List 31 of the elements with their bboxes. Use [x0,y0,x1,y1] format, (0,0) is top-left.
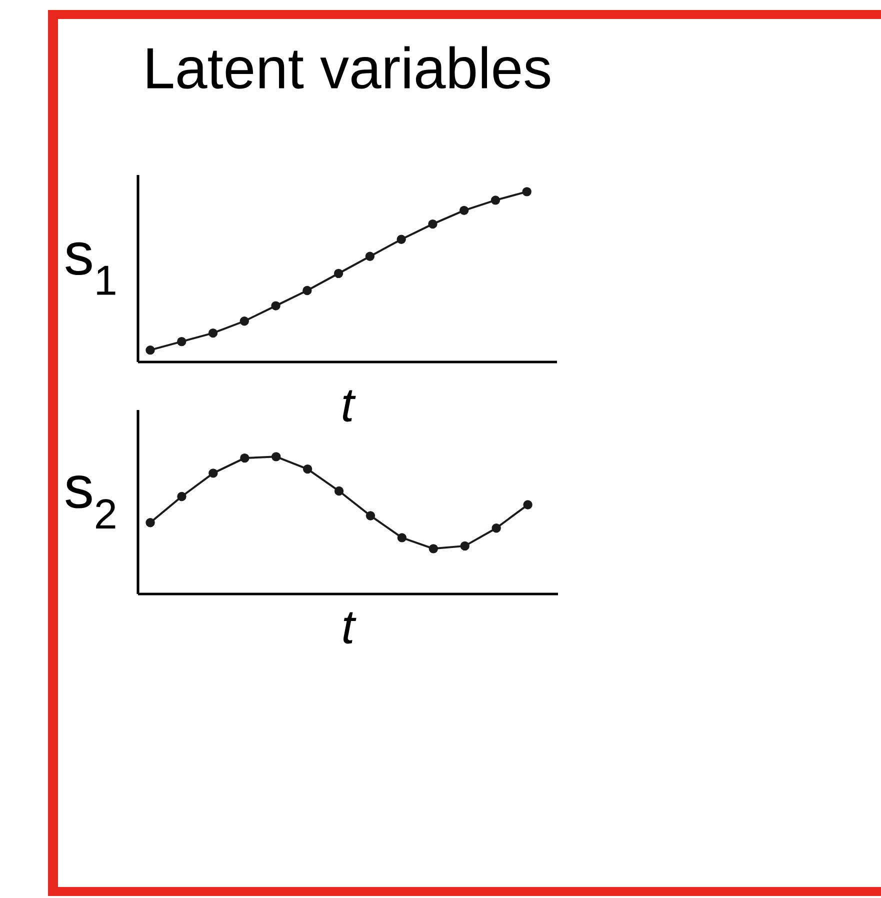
point [146,345,155,355]
point [302,464,312,474]
point [397,533,407,542]
point [522,187,532,196]
x-axis-title: t [343,390,356,422]
point [272,452,281,462]
point [492,523,501,533]
point [428,219,438,229]
point [208,468,218,478]
point [240,316,249,326]
y-axis-title: s$_{2}$ [66,476,116,528]
chart-title: Latent variables [148,46,550,89]
point [366,511,376,520]
point [365,252,375,262]
y-axis-title: s$_{1}$ [66,242,116,295]
x-axis-title: t [344,612,356,644]
point [334,486,344,496]
point [428,544,438,554]
point [334,268,344,278]
point [177,492,186,502]
point [396,234,406,244]
point [146,518,155,528]
point [460,541,470,551]
point [208,328,218,338]
point [523,500,532,510]
point [271,301,280,310]
point [302,286,312,296]
point [459,206,469,216]
point [240,453,250,463]
point [177,336,186,346]
point [490,196,500,205]
